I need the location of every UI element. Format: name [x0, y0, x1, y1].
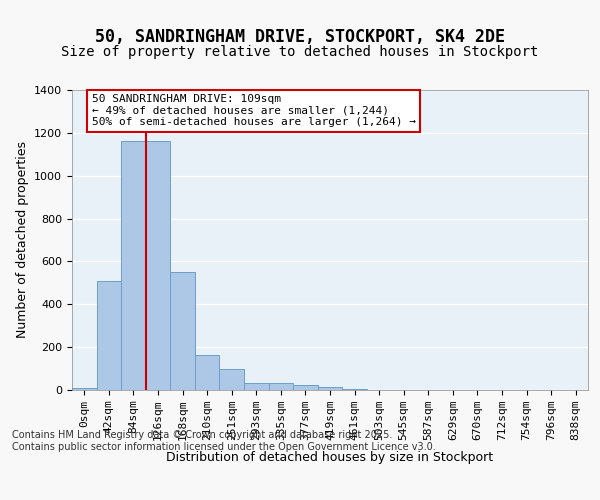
Bar — [318, 387, 342, 390]
Bar — [195, 354, 220, 390]
Text: 50 SANDRINGHAM DRIVE: 109sqm
← 49% of detached houses are smaller (1,244)
50% of: 50 SANDRINGHAM DRIVE: 109sqm ← 49% of de… — [92, 94, 416, 128]
Bar — [121, 142, 146, 390]
Bar — [244, 382, 269, 390]
Bar — [170, 272, 195, 390]
Bar — [72, 388, 97, 390]
Text: Contains HM Land Registry data © Crown copyright and database right 2025.
Contai: Contains HM Land Registry data © Crown c… — [12, 430, 436, 452]
Y-axis label: Number of detached properties: Number of detached properties — [16, 142, 29, 338]
Bar — [269, 382, 293, 390]
Bar — [293, 384, 318, 390]
Text: 50, SANDRINGHAM DRIVE, STOCKPORT, SK4 2DE: 50, SANDRINGHAM DRIVE, STOCKPORT, SK4 2D… — [95, 28, 505, 46]
X-axis label: Distribution of detached houses by size in Stockport: Distribution of detached houses by size … — [166, 452, 494, 464]
Bar — [342, 389, 367, 390]
Bar — [97, 280, 121, 390]
Text: Size of property relative to detached houses in Stockport: Size of property relative to detached ho… — [61, 45, 539, 59]
Bar — [146, 142, 170, 390]
Bar — [220, 368, 244, 390]
